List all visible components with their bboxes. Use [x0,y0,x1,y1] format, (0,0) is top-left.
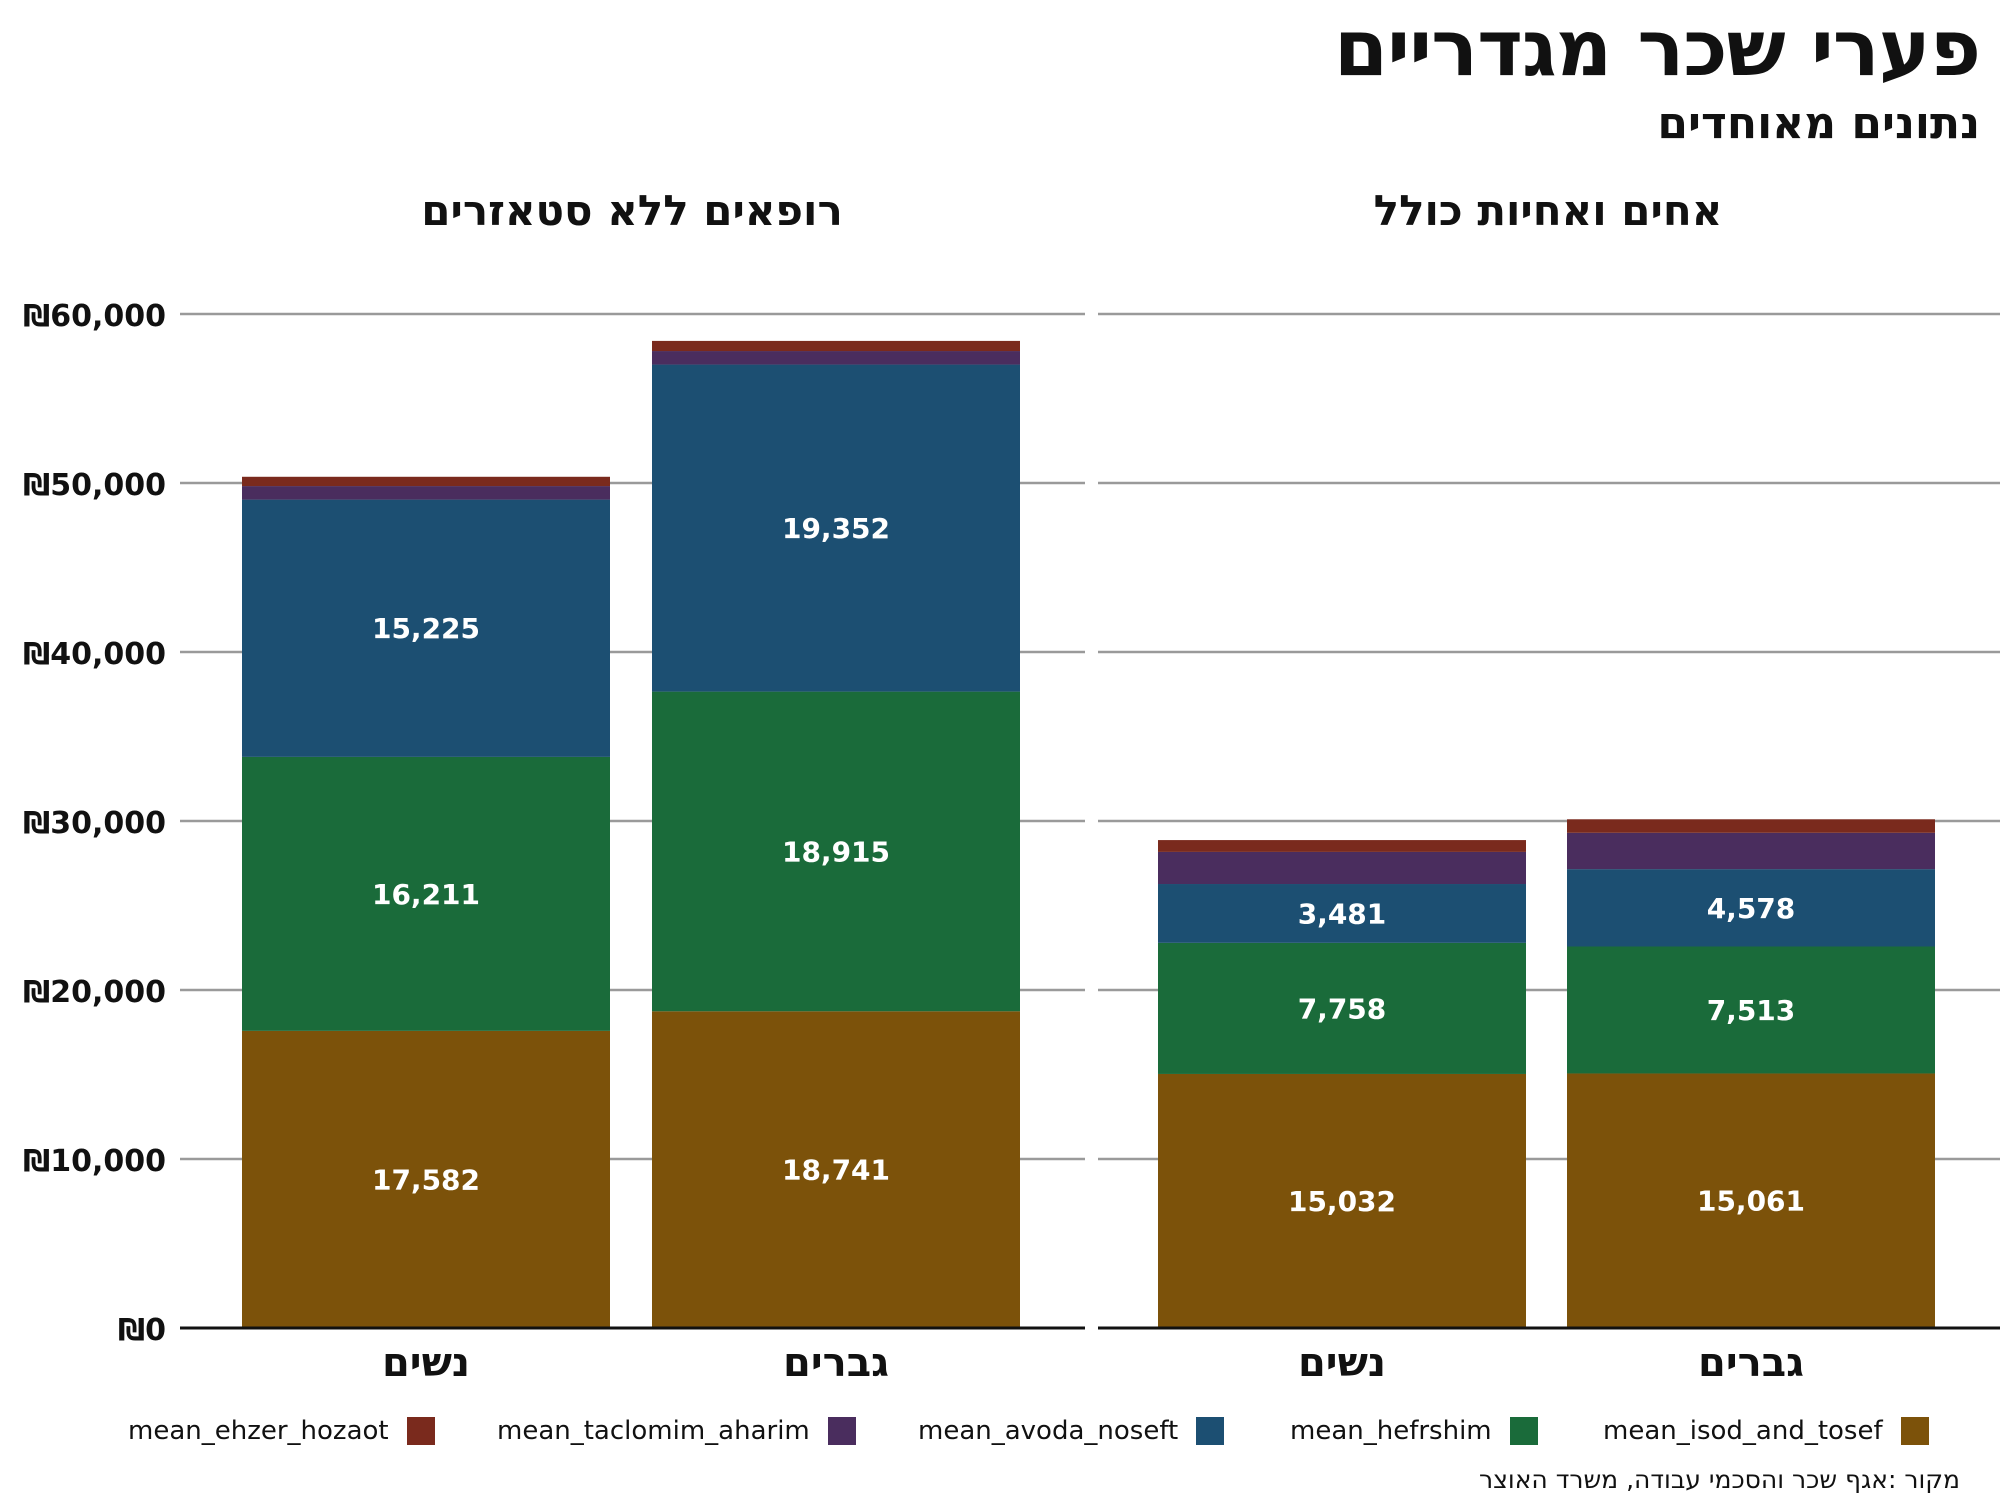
chart-legend: mean_ehzer_hozaot mean_taclomim_aharim mea… [0,1408,2000,1454]
legend-item: mean_avoda_noseft [918,1408,1225,1454]
data-label: 18,915 [782,835,890,868]
panel-title: רופאים ללא סטאזרים [421,186,843,235]
data-label: 3,481 [1298,897,1387,930]
data-label: 7,513 [1707,994,1796,1027]
x-tick-label: נשים [382,1340,470,1386]
legend-item: mean_hefrshim [1290,1408,1538,1454]
x-tick-label: גברים [783,1340,889,1386]
y-tick-label: ₪40,000 [23,637,166,672]
source-note: מקור :אגף שכר והסכמי עבודה, משרד האוצר [1478,1465,1960,1494]
legend-label: mean_hefrshim [1290,1416,1492,1446]
data-label: 7,758 [1298,992,1387,1025]
bar-segment-mean_taclomim_aharim [242,486,610,500]
bar-segment-mean_isod_and_tosef [1158,1073,1526,1328]
y-tick-label: ₪50,000 [23,468,166,503]
legend-swatch [1900,1417,1929,1445]
chart-subtitle: נתונים מאוחדים [1657,98,1980,149]
legend-label: mean_isod_and_tosef [1603,1416,1883,1446]
legend-swatch [1509,1417,1538,1445]
data-label: 17,582 [372,1163,480,1196]
y-tick-label: ₪10,000 [23,1144,166,1179]
bar-segment-mean_isod_and_tosef [242,1030,610,1328]
bar-segment-mean_hefrshim [1158,942,1526,1074]
legend-label: mean_avoda_noseft [918,1416,1179,1446]
legend-label: mean_taclomim_aharim [497,1416,810,1446]
data-label: 18,741 [782,1154,890,1187]
legend-item: mean_taclomim_aharim [497,1408,856,1454]
data-label: 16,211 [372,878,480,911]
bar-segment-mean_taclomim_aharim [1158,851,1526,885]
bar-segment-mean_hefrshim [1567,946,1935,1074]
chart-title: פערי שכר מגדריים [1333,4,1981,94]
legend-item: mean_isod_and_tosef [1603,1408,1929,1454]
legend-label: mean_ehzer_hozaot [128,1416,389,1446]
x-tick-label: נשים [1298,1340,1386,1386]
bar-segment-mean_avoda_noseft [652,364,1020,692]
y-tick-label: ₪0 [118,1313,166,1348]
data-label: 15,032 [1288,1185,1396,1218]
bar-segment-mean_avoda_noseft [242,499,610,757]
bar-segment-mean_ehzer_hozaot [1567,819,1935,833]
bar-segment-mean_ehzer_hozaot [242,476,610,487]
bar-segment-mean_hefrshim [652,691,1020,1012]
data-label: 15,225 [372,612,480,645]
x-tick-label: גברים [1698,1340,1804,1386]
data-label: 19,352 [782,512,890,545]
bar-segment-mean_taclomim_aharim [652,351,1020,365]
legend-swatch [1196,1417,1225,1445]
legend-item: mean_ehzer_hozaot [128,1408,435,1454]
data-label: 4,578 [1707,892,1796,925]
y-tick-label: ₪60,000 [23,299,166,334]
bar-segment-mean_ehzer_hozaot [1158,840,1526,852]
bar-segment-mean_hefrshim [242,756,610,1031]
bar-segment-mean_isod_and_tosef [652,1011,1020,1328]
y-tick-label: ₪30,000 [23,806,166,841]
data-label: 15,061 [1697,1185,1805,1218]
legend-swatch [827,1417,856,1445]
bar-segment-mean_avoda_noseft [1158,884,1526,943]
bar-segment-mean_isod_and_tosef [1567,1073,1935,1328]
bar-segment-mean_avoda_noseft [1567,869,1935,947]
legend-swatch [406,1417,435,1445]
y-tick-label: ₪20,000 [23,975,166,1010]
bar-segment-mean_ehzer_hozaot [652,340,1020,352]
panel-title: אחים ואחיות כולל [1374,186,1723,235]
bar-segment-mean_taclomim_aharim [1567,832,1935,870]
